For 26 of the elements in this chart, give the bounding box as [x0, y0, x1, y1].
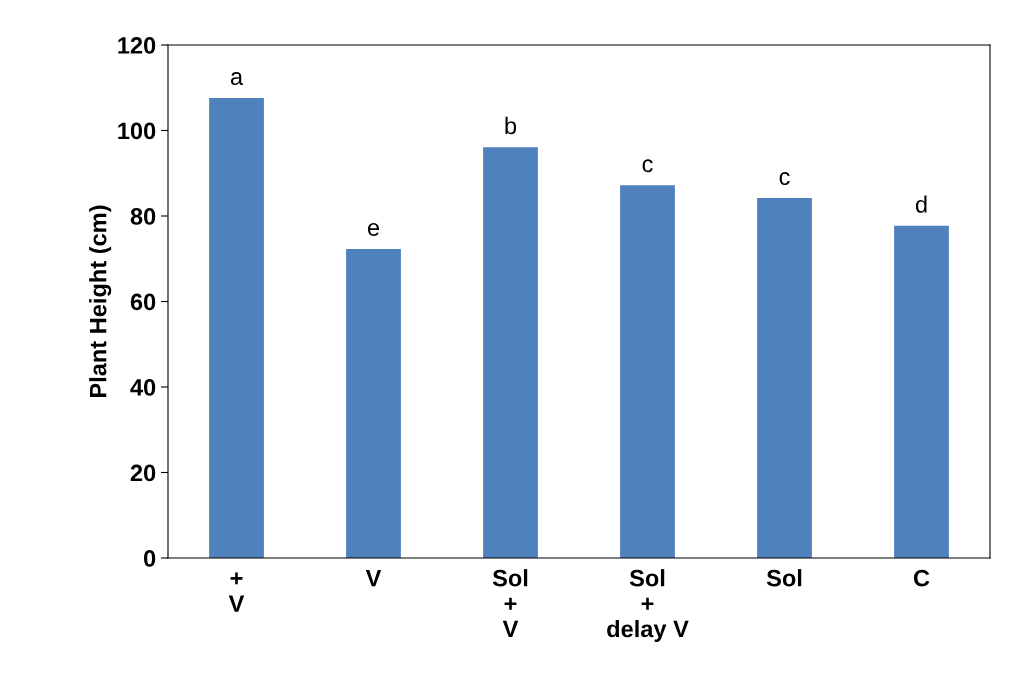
x-tick-label: C: [913, 569, 930, 587]
x-tick-label: + V: [228, 572, 245, 612]
bar: [620, 185, 675, 558]
y-tick-label: 20: [130, 464, 156, 482]
y-axis-title: Plant Height (cm): [89, 205, 112, 397]
bar: [209, 98, 264, 558]
y-tick-label: 100: [118, 122, 156, 140]
y-tick-label: 0: [144, 550, 156, 567]
y-tick-label: 120: [118, 37, 156, 54]
y-tick-label: 80: [130, 208, 156, 225]
annotation: d: [915, 195, 927, 213]
x-tick-label: Sol: [766, 569, 802, 587]
x-tick-label: V: [365, 569, 382, 587]
annotation: b: [505, 116, 517, 135]
bar: [346, 248, 401, 558]
x-tick-label: Sol + V: [492, 569, 528, 638]
y-tick-label: 40: [130, 379, 156, 396]
annotation: c: [642, 159, 653, 173]
y-tick-label: 60: [130, 293, 156, 311]
annotation: c: [779, 172, 790, 186]
x-tick-label: Sol + delay V: [607, 569, 689, 642]
annotation: a: [230, 72, 244, 86]
bar: [757, 198, 812, 558]
bar: [894, 225, 949, 558]
annotation: e: [367, 222, 380, 236]
bar: [483, 147, 538, 558]
